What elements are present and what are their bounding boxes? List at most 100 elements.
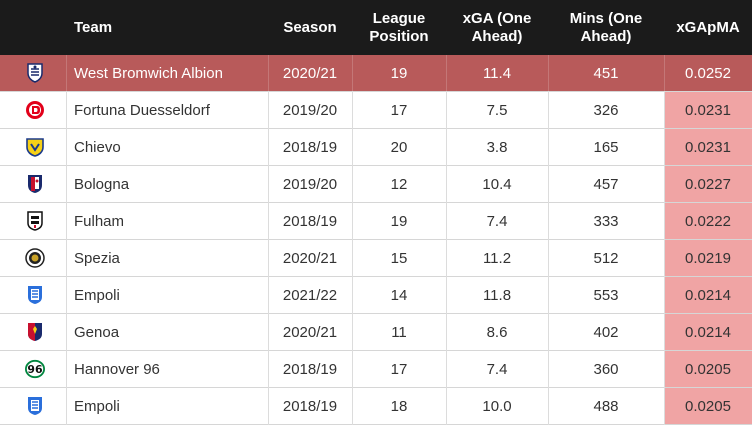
column-divider: [268, 240, 269, 277]
season-cell: 2019/20: [282, 175, 338, 193]
header-xga: xGA (One Ahead): [462, 9, 532, 45]
column-divider: [352, 314, 353, 351]
column-divider: [268, 314, 269, 351]
column-divider: [352, 277, 353, 314]
column-divider: [352, 129, 353, 166]
west-brom-crest-icon: [25, 63, 45, 83]
column-divider: [66, 277, 67, 314]
mins-cell: 457: [593, 175, 619, 193]
xga-cell: 10.4: [482, 175, 512, 193]
column-divider: [352, 166, 353, 203]
bologna-crest-icon: [25, 174, 45, 194]
column-divider: [268, 277, 269, 314]
table-row: Spezia 2020/21 15 11.2 512 0.0219: [0, 240, 752, 277]
column-divider: [352, 92, 353, 129]
fulham-crest-icon: [25, 211, 45, 231]
column-divider: [664, 277, 665, 314]
mins-cell: 360: [593, 360, 619, 378]
column-divider: [268, 55, 269, 92]
xgapma-cell: 0.0214: [664, 277, 752, 313]
column-divider: [66, 388, 67, 425]
column-divider: [548, 55, 549, 92]
league-position-cell: 17: [390, 360, 408, 378]
column-divider: [664, 351, 665, 388]
team-name-cell: Fortuna Duesseldorf: [74, 101, 210, 119]
team-name-cell: Hannover 96: [74, 360, 160, 378]
season-cell: 2019/20: [282, 101, 338, 119]
season-cell: 2020/21: [282, 323, 338, 341]
column-divider: [664, 129, 665, 166]
column-divider: [268, 92, 269, 129]
xgapma-cell: 0.0214: [664, 314, 752, 350]
column-divider: [664, 388, 665, 425]
column-divider: [446, 351, 447, 388]
column-divider: [548, 92, 549, 129]
column-divider: [548, 277, 549, 314]
xga-cell: 7.4: [486, 212, 508, 230]
column-divider: [446, 55, 447, 92]
column-divider: [664, 92, 665, 129]
column-divider: [664, 240, 665, 277]
mins-cell: 402: [593, 323, 619, 341]
season-cell: 2018/19: [282, 138, 338, 156]
column-divider: [446, 129, 447, 166]
table-row: Chievo 2018/19 20 3.8 165 0.0231: [0, 129, 752, 166]
season-cell: 2018/19: [282, 360, 338, 378]
table-row: Genoa 2020/21 11 8.6 402 0.0214: [0, 314, 752, 351]
chievo-crest-icon: [25, 137, 45, 157]
mins-cell: 333: [593, 212, 619, 230]
league-position-cell: 19: [390, 212, 408, 230]
league-position-cell: 15: [390, 249, 408, 267]
team-name-cell: West Bromwich Albion: [74, 64, 223, 82]
xgapma-cell: 0.0231: [664, 92, 752, 128]
team-name-cell: Bologna: [74, 175, 130, 193]
xgapma-cell: 0.0222: [664, 203, 752, 239]
mins-cell: 553: [593, 286, 619, 304]
column-divider: [548, 203, 549, 240]
team-name-cell: Empoli: [74, 397, 120, 415]
spezia-crest-icon: [25, 248, 45, 268]
column-divider: [446, 203, 447, 240]
column-divider: [548, 388, 549, 425]
xga-cell: 10.0: [482, 397, 512, 415]
mins-cell: 165: [593, 138, 619, 156]
league-position-cell: 14: [390, 286, 408, 304]
league-position-cell: 12: [390, 175, 408, 193]
xgapma-cell: 0.0205: [664, 388, 752, 424]
xga-cell: 11.2: [482, 249, 512, 267]
column-divider: [66, 129, 67, 166]
xga-cell: 8.6: [486, 323, 508, 341]
column-divider: [352, 388, 353, 425]
column-divider: [66, 203, 67, 240]
xga-cell: 7.5: [486, 101, 508, 119]
header-league-position: League Position: [369, 9, 429, 45]
column-divider: [352, 203, 353, 240]
table-row: Empoli 2018/19 18 10.0 488 0.0205: [0, 388, 752, 425]
season-cell: 2018/19: [282, 212, 338, 230]
xgapma-cell: 0.0231: [664, 129, 752, 165]
xgapma-cell: 0.0205: [664, 351, 752, 387]
table-row: Bologna 2019/20 12 10.4 457 0.0227: [0, 166, 752, 203]
column-divider: [548, 240, 549, 277]
table-header: Team Season League Position xGA (One Ahe…: [0, 0, 752, 55]
svg-text:96: 96: [27, 363, 42, 376]
column-divider: [268, 203, 269, 240]
fortuna-duesseldorf-crest-icon: [25, 100, 45, 120]
header-season: Season: [283, 18, 337, 36]
column-divider: [446, 314, 447, 351]
xga-cell: 7.4: [486, 360, 508, 378]
season-cell: 2021/22: [282, 286, 338, 304]
column-divider: [446, 388, 447, 425]
table-row: Fortuna Duesseldorf 2019/20 17 7.5 326 0.0231: [0, 92, 752, 129]
mins-cell: 488: [593, 397, 619, 415]
column-divider: [664, 55, 665, 92]
genoa-crest-icon: [25, 322, 45, 342]
table-row: Empoli 2021/22 14 11.8 553 0.0214: [0, 277, 752, 314]
column-divider: [268, 388, 269, 425]
league-position-cell: 17: [390, 101, 408, 119]
column-divider: [66, 92, 67, 129]
mins-cell: 451: [593, 64, 619, 82]
column-divider: [66, 351, 67, 388]
table-row: West Bromwich Albion 2020/21 19 11.4 451 0.02…: [0, 55, 752, 92]
